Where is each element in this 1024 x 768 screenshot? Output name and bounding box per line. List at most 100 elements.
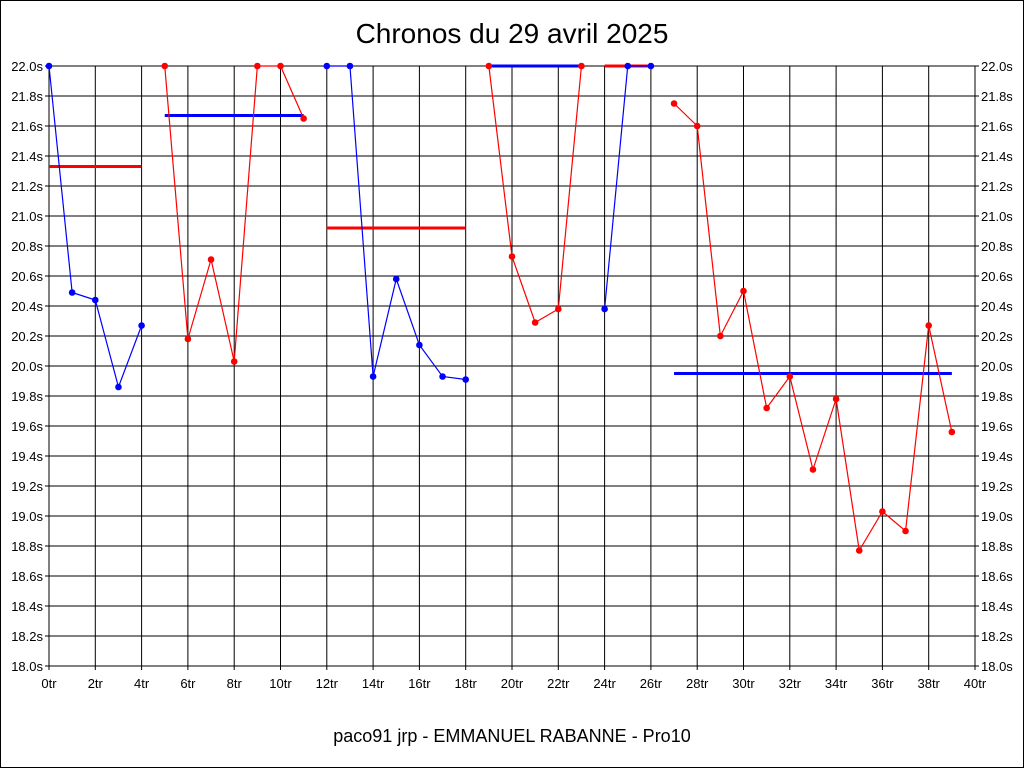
x-tick-label: 36tr	[871, 676, 894, 691]
x-tick-label: 30tr	[732, 676, 755, 691]
x-tick-label: 0tr	[41, 676, 57, 691]
x-tick-label: 8tr	[227, 676, 243, 691]
y-tick-label-right: 18.8s	[981, 539, 1013, 554]
data-point	[485, 62, 493, 70]
data-point	[555, 305, 562, 313]
data-point	[855, 547, 863, 554]
data-point	[693, 122, 701, 130]
y-tick-label-left: 19.6s	[11, 419, 43, 434]
x-tick-label: 6tr	[180, 676, 196, 691]
y-tick-label-left: 18.0s	[11, 659, 43, 674]
y-tick-label-left: 21.2s	[11, 179, 43, 194]
data-point	[184, 335, 192, 343]
series-line	[673, 103, 953, 553]
x-tick-label: 38tr	[917, 676, 940, 691]
y-tick-label-left: 20.0s	[11, 359, 43, 374]
y-tick-label-left: 18.6s	[11, 569, 43, 584]
series-line	[488, 65, 583, 324]
series-line	[326, 65, 466, 381]
y-tick-label-left: 19.2s	[11, 479, 43, 494]
x-tick-label: 28tr	[686, 676, 709, 691]
data-point	[68, 289, 76, 296]
data-point	[578, 62, 585, 70]
y-tick-label-right: 19.0s	[981, 509, 1013, 524]
y-tick-label-right: 20.6s	[981, 269, 1013, 284]
y-tick-label-left: 21.0s	[11, 209, 43, 224]
y-tick-label-right: 22.0s	[981, 59, 1013, 74]
data-point	[925, 322, 932, 329]
data-point	[207, 256, 215, 263]
x-tick-label: 10tr	[269, 676, 292, 691]
series-line	[604, 65, 651, 310]
data-point	[832, 395, 840, 403]
y-tick-label-left: 22.0s	[11, 59, 43, 74]
y-tick-label-right: 21.0s	[981, 209, 1013, 224]
y-tick-label-right: 21.4s	[981, 149, 1013, 164]
y-tick-label-left: 20.2s	[11, 329, 43, 344]
data-point	[161, 62, 169, 70]
y-tick-label-left: 19.0s	[11, 509, 43, 524]
data-point	[416, 341, 423, 349]
data-point	[369, 373, 377, 380]
x-tick-label: 12tr	[316, 676, 339, 691]
data-point	[346, 62, 354, 70]
y-tick-label-right: 20.4s	[981, 299, 1013, 314]
y-tick-label-right: 21.6s	[981, 119, 1013, 134]
y-tick-label-left: 19.4s	[11, 449, 43, 464]
y-tick-label-right: 18.2s	[981, 629, 1013, 644]
data-point	[763, 404, 770, 412]
y-tick-label-left: 20.4s	[11, 299, 43, 314]
y-tick-label-right: 20.8s	[981, 239, 1013, 254]
chart-title: Chronos du 29 avril 2025	[356, 18, 669, 49]
data-point	[717, 332, 724, 340]
y-tick-label-right: 18.6s	[981, 569, 1013, 584]
data-point	[300, 115, 307, 122]
data-point	[138, 322, 145, 329]
x-tick-label: 20tr	[501, 676, 524, 691]
y-tick-label-right: 19.2s	[981, 479, 1013, 494]
data-point	[254, 62, 261, 70]
y-tick-label-left: 21.6s	[11, 119, 43, 134]
x-tick-label: 18tr	[454, 676, 477, 691]
x-tick-label: 2tr	[88, 676, 104, 691]
data-point	[531, 319, 539, 326]
data-point	[392, 275, 400, 283]
data-point	[948, 428, 956, 436]
data-point	[647, 62, 655, 70]
y-tick-label-left: 18.2s	[11, 629, 43, 644]
chart-footer: paco91 jrp - EMMANUEL RABANNE - Pro10	[333, 726, 690, 746]
data-point	[902, 527, 909, 535]
x-tick-label: 14tr	[362, 676, 385, 691]
y-tick-label-right: 20.0s	[981, 359, 1013, 374]
y-tick-label-right: 18.0s	[981, 659, 1013, 674]
data-point	[809, 466, 817, 473]
data-point	[92, 296, 99, 304]
data-point	[786, 373, 794, 380]
x-tick-label: 32tr	[779, 676, 802, 691]
data-point	[45, 62, 53, 70]
y-tick-label-right: 20.2s	[981, 329, 1013, 344]
data-point	[601, 305, 608, 313]
x-tick-label: 4tr	[134, 676, 150, 691]
y-tick-label-left: 21.8s	[11, 89, 43, 104]
y-tick-label-right: 18.4s	[981, 599, 1013, 614]
x-tick-label: 26tr	[640, 676, 663, 691]
data-point	[670, 100, 678, 107]
data-point	[462, 376, 470, 383]
y-tick-label-left: 21.4s	[11, 149, 43, 164]
data-point	[508, 253, 516, 260]
data-point	[323, 62, 331, 70]
y-tick-label-right: 19.8s	[981, 389, 1013, 404]
y-tick-label-right: 21.8s	[981, 89, 1013, 104]
data-point	[277, 62, 284, 70]
y-tick-label-left: 19.8s	[11, 389, 43, 404]
x-tick-label: 34tr	[825, 676, 848, 691]
y-tick-label-right: 21.2s	[981, 179, 1013, 194]
data-point	[230, 358, 238, 365]
y-tick-label-left: 18.8s	[11, 539, 43, 554]
data-point	[115, 383, 122, 391]
data-point	[740, 287, 747, 295]
x-tick-label: 22tr	[547, 676, 570, 691]
y-tick-label-left: 20.6s	[11, 269, 43, 284]
